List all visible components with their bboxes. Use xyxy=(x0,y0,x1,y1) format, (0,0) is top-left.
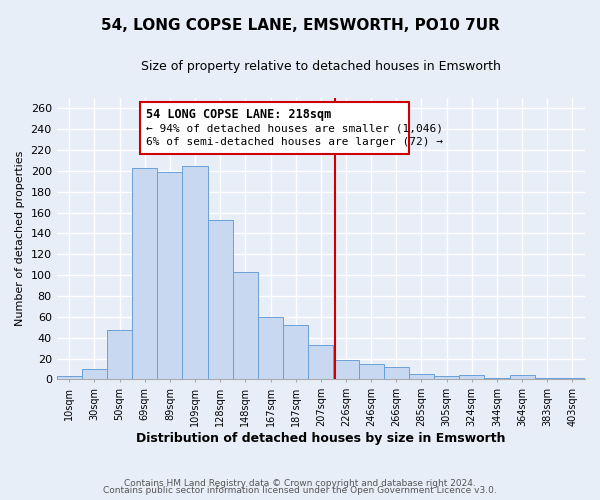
Text: 54 LONG COPSE LANE: 218sqm: 54 LONG COPSE LANE: 218sqm xyxy=(146,108,331,121)
Bar xyxy=(509,376,535,380)
Bar xyxy=(107,330,132,380)
Bar xyxy=(434,376,459,380)
Title: Size of property relative to detached houses in Emsworth: Size of property relative to detached ho… xyxy=(141,60,501,73)
Bar xyxy=(359,364,384,380)
Text: Contains public sector information licensed under the Open Government Licence v3: Contains public sector information licen… xyxy=(103,486,497,495)
FancyBboxPatch shape xyxy=(140,102,409,154)
Bar xyxy=(409,374,434,380)
Bar xyxy=(182,166,208,380)
Text: Contains HM Land Registry data © Crown copyright and database right 2024.: Contains HM Land Registry data © Crown c… xyxy=(124,478,476,488)
Bar xyxy=(157,172,182,380)
X-axis label: Distribution of detached houses by size in Emsworth: Distribution of detached houses by size … xyxy=(136,432,506,445)
Text: 54, LONG COPSE LANE, EMSWORTH, PO10 7UR: 54, LONG COPSE LANE, EMSWORTH, PO10 7UR xyxy=(101,18,499,32)
Bar xyxy=(334,360,359,380)
Bar xyxy=(560,378,585,380)
Bar xyxy=(56,376,82,380)
Text: ← 94% of detached houses are smaller (1,046): ← 94% of detached houses are smaller (1,… xyxy=(146,123,443,133)
Bar xyxy=(384,367,409,380)
Bar xyxy=(82,369,107,380)
Bar xyxy=(233,272,258,380)
Bar xyxy=(459,376,484,380)
Bar xyxy=(258,317,283,380)
Bar xyxy=(308,345,334,380)
Bar xyxy=(484,378,509,380)
Text: 6% of semi-detached houses are larger (72) →: 6% of semi-detached houses are larger (7… xyxy=(146,136,443,146)
Y-axis label: Number of detached properties: Number of detached properties xyxy=(15,151,25,326)
Bar xyxy=(132,168,157,380)
Bar xyxy=(208,220,233,380)
Bar xyxy=(283,325,308,380)
Bar xyxy=(535,378,560,380)
